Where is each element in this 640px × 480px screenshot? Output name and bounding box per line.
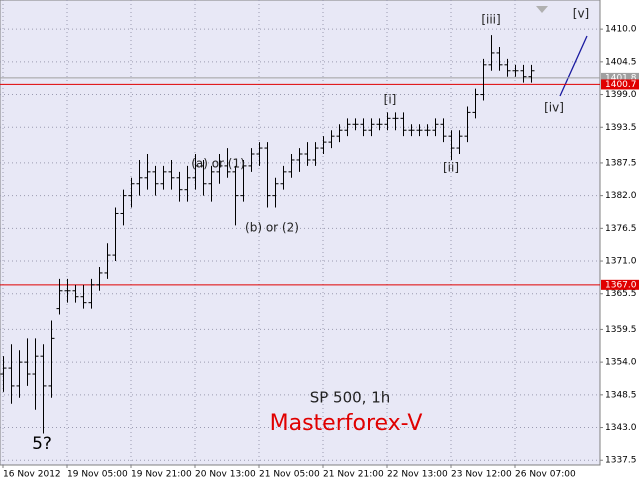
x-tick-label: 19 Nov 05:00: [67, 470, 128, 480]
wave-label: [i]: [384, 93, 397, 107]
level-label: 1367.0: [605, 280, 637, 290]
chart-title: Masterforex-V: [270, 411, 423, 436]
level-label-box: [601, 279, 639, 290]
x-tick-label: 19 Nov 21:00: [131, 470, 192, 480]
y-tick-label: 1404.5: [605, 57, 637, 67]
wave-label: [v]: [573, 7, 589, 21]
y-tick-label: 1371.0: [605, 257, 637, 267]
y-tick-label: 1399.0: [605, 90, 637, 100]
level-label: 1400.7: [605, 80, 637, 90]
y-tick-label: 1354.0: [605, 358, 637, 368]
x-tick-label: 16 Nov 2012: [3, 470, 61, 480]
y-tick-label: 1382.0: [605, 191, 637, 201]
y-tick-label: 1365.5: [605, 289, 637, 299]
y-tick-label: 1376.5: [605, 224, 637, 234]
wave-label: [iv]: [544, 101, 564, 115]
y-tick-label: 1410.0: [605, 25, 637, 35]
y-tick-label: 1387.5: [605, 158, 637, 168]
x-tick-label: 23 Nov 12:00: [451, 470, 512, 480]
caption: SP 500, 1h: [310, 389, 391, 407]
scroll-marker: [536, 6, 548, 13]
x-tick-label: 20 Nov 13:00: [195, 470, 256, 480]
x-tick-label: 26 Nov 07:00: [515, 470, 576, 480]
y-tick-label: 1393.5: [605, 123, 637, 133]
y-tick-label: 1348.5: [605, 390, 637, 400]
x-tick-label: 21 Nov 05:00: [259, 470, 320, 480]
y-tick-label: 1343.0: [605, 423, 637, 433]
level-label-box: [601, 79, 639, 90]
wave-label: (a) or (1): [191, 157, 245, 171]
y-tick-label: 1359.5: [605, 325, 637, 335]
wave-label: [ii]: [443, 161, 459, 175]
wave-label: (b) or (2): [245, 221, 299, 235]
x-tick-label: 21 Nov 21:00: [323, 470, 384, 480]
wave-label: 5?: [32, 434, 52, 454]
y-tick-label: 1337.5: [605, 456, 637, 466]
level-label: 1401.8: [605, 73, 637, 83]
wave-label: [iii]: [481, 13, 500, 27]
projection-line: [559, 35, 588, 97]
x-tick-label: 22 Nov 13:00: [387, 470, 448, 480]
level-label-box: [601, 72, 639, 83]
